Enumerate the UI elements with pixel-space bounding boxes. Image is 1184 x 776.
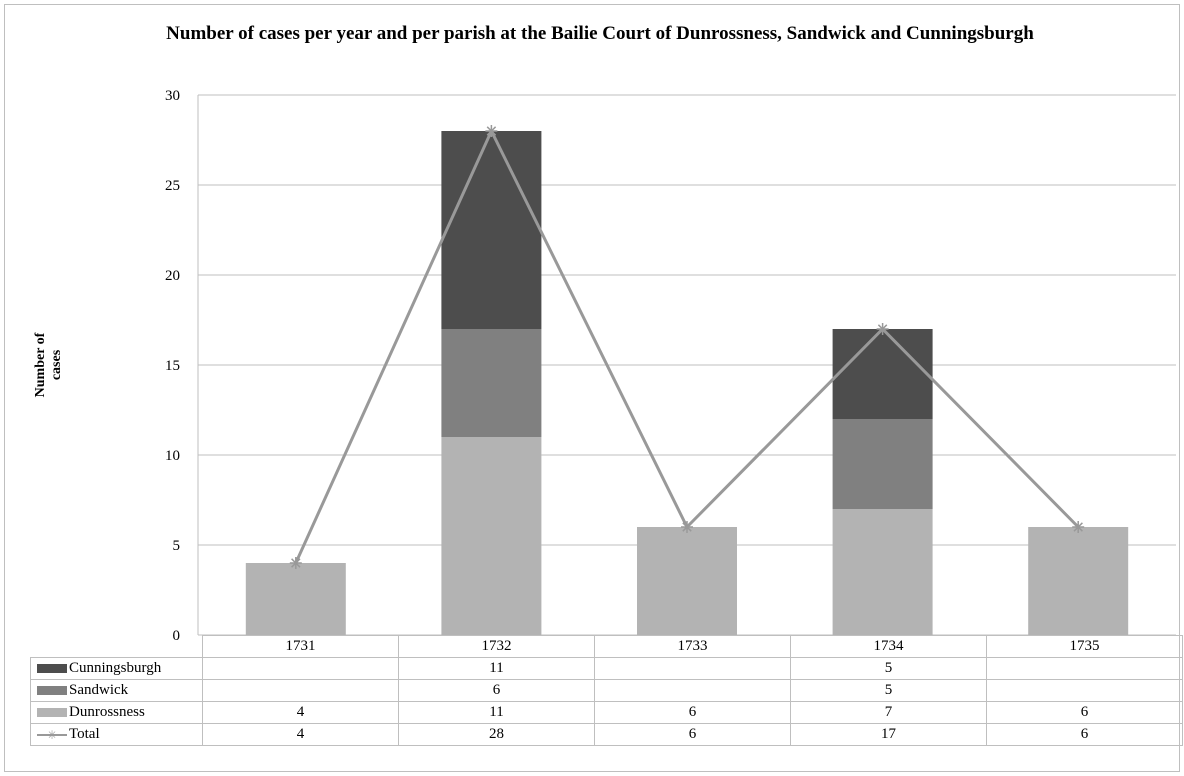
bar-dunrossness xyxy=(832,509,933,635)
data-table: 1731 1732 1733 1734 1735 Cunningsburgh 1… xyxy=(30,635,1183,746)
category-label: 1734 xyxy=(790,635,987,658)
table-cell: 11 xyxy=(398,657,595,680)
table-cell: 4 xyxy=(202,723,399,746)
row-label-text: Dunrossness xyxy=(69,704,145,720)
bar-sandwick xyxy=(832,419,933,509)
legend-key-dunrossness xyxy=(37,708,67,718)
total-point-marker xyxy=(289,557,302,569)
y-tick-label: 15 xyxy=(165,358,180,374)
legend-key-total: ✳ xyxy=(37,728,67,742)
table-row-cunningsburgh: Cunningsburgh 11 5 xyxy=(30,657,1183,680)
bar-dunrossness xyxy=(441,437,542,635)
table-cell: 5 xyxy=(790,679,987,702)
table-row-dunrossness: Dunrossness 4 11 6 7 6 xyxy=(30,701,1183,724)
chart-title: Number of cases per year and per parish … xyxy=(166,23,1034,44)
total-point-marker xyxy=(876,323,889,335)
table-cell xyxy=(594,657,791,680)
header-corner xyxy=(30,635,203,658)
bar-dunrossness xyxy=(637,527,737,635)
row-label: Sandwick xyxy=(30,679,203,702)
bar-cunningsburgh xyxy=(441,131,542,329)
row-label: ✳ Total xyxy=(30,723,203,746)
category-label: 1732 xyxy=(398,635,595,658)
row-label: Cunningsburgh xyxy=(30,657,203,680)
total-line-path xyxy=(294,127,1080,564)
table-cell: 28 xyxy=(398,723,595,746)
table-cell: 6 xyxy=(986,723,1183,746)
row-label: Dunrossness xyxy=(30,701,203,724)
bars xyxy=(245,131,1129,635)
category-label: 1731 xyxy=(202,635,399,658)
table-cell: 6 xyxy=(398,679,595,702)
bar-sandwick xyxy=(441,329,542,437)
y-tick-label: 30 xyxy=(165,88,180,104)
table-cell: 4 xyxy=(202,701,399,724)
table-cell xyxy=(202,657,399,680)
row-label-text: Cunningsburgh xyxy=(69,660,162,676)
total-point-marker xyxy=(681,521,693,533)
row-label-text: Total xyxy=(69,726,100,742)
table-cell: 6 xyxy=(594,701,791,724)
category-label: 1735 xyxy=(986,635,1183,658)
table-cell: 17 xyxy=(790,723,987,746)
y-tick-label: 10 xyxy=(165,448,180,464)
legend-key-sandwick xyxy=(37,686,67,696)
total-line xyxy=(289,125,1085,569)
table-cell: 11 xyxy=(398,701,595,724)
table-cell: 7 xyxy=(790,701,987,724)
category-header-row: 1731 1732 1733 1734 1735 xyxy=(30,635,1183,658)
total-point-marker xyxy=(1072,521,1085,533)
bar-dunrossness xyxy=(245,563,346,635)
category-label: 1733 xyxy=(594,635,791,658)
table-cell xyxy=(202,679,399,702)
y-tick-label: 5 xyxy=(173,538,181,554)
svg-text:✳: ✳ xyxy=(47,729,57,741)
total-point-marker xyxy=(485,125,498,137)
row-label-text: Sandwick xyxy=(69,682,129,698)
table-cell: 6 xyxy=(594,723,791,746)
table-cell: 5 xyxy=(790,657,987,680)
table-cell xyxy=(594,679,791,702)
bar-cunningsburgh xyxy=(832,329,933,419)
legend-key-cunningsburgh xyxy=(37,664,67,674)
table-row-sandwick: Sandwick 6 5 xyxy=(30,679,1183,702)
y-tick-label: 25 xyxy=(165,178,180,194)
y-tick-label: 20 xyxy=(165,268,180,284)
table-cell xyxy=(986,657,1183,680)
table-cell xyxy=(986,679,1183,702)
bar-dunrossness xyxy=(1028,527,1129,635)
chart-frame xyxy=(4,4,1180,772)
table-row-total: ✳ Total 4 28 6 17 6 xyxy=(30,723,1183,746)
table-cell: 6 xyxy=(986,701,1183,724)
